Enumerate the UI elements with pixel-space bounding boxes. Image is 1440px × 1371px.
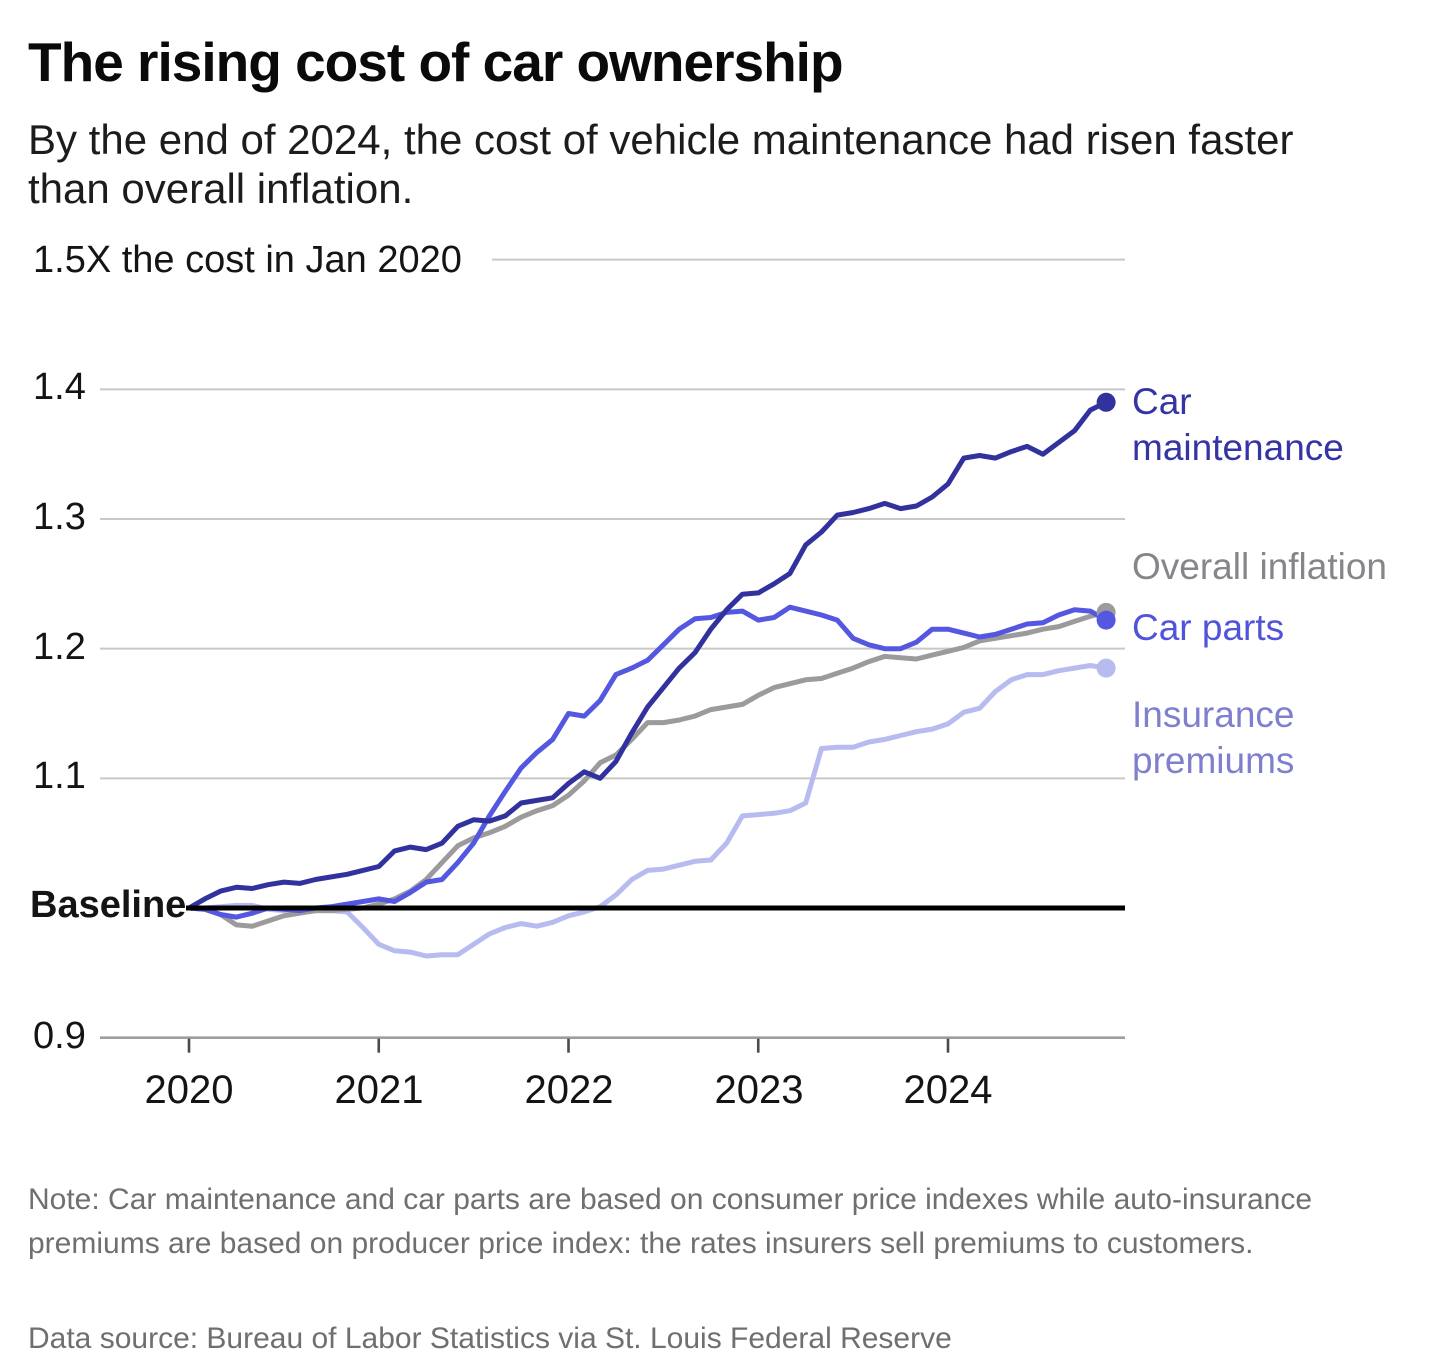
footnote: Note: Car maintenance and car parts are …: [28, 1183, 1313, 1260]
series-line-car-parts: [186, 604, 1109, 920]
x-tick-label-2022: 2022: [524, 1068, 614, 1112]
y-tick-label-0-9: 0.9: [33, 1015, 86, 1057]
y-tick-label-1-3: 1.3: [33, 496, 86, 538]
baseline-label: Baseline: [30, 884, 187, 926]
series-label-car-maintenance: Car maintenance: [1132, 381, 1344, 468]
x-tick-label-2020: 2020: [144, 1068, 234, 1112]
series-label-overall-inflation: Overall inflation: [1132, 546, 1388, 587]
end-dot-insurance-premiums: [1096, 658, 1116, 678]
x-tick-label-2023: 2023: [714, 1068, 804, 1112]
page-title: The rising cost of car ownership: [28, 31, 844, 93]
series-label-car-parts: Car parts: [1132, 607, 1285, 648]
y-tick-label-1-4: 1.4: [33, 366, 86, 408]
end-dot-car-parts: [1096, 610, 1116, 630]
series-line-car-maintenance: [186, 399, 1109, 911]
y-axis-unit-label: 1.5X the cost in Jan 2020: [33, 239, 462, 281]
page-subtitle: By the end of 2024, the cost of vehicle …: [28, 116, 1294, 212]
x-tick-label-2024: 2024: [903, 1068, 993, 1112]
x-tick-label-2021: 2021: [334, 1068, 424, 1112]
series-label-insurance-premiums: Insurance premiums: [1132, 694, 1295, 781]
y-tick-label-1-1: 1.1: [33, 755, 86, 797]
end-dot-car-maintenance: [1096, 392, 1116, 412]
data-source: Data source: Bureau of Labor Statistics …: [28, 1322, 952, 1355]
y-tick-label-1-2: 1.2: [33, 626, 86, 668]
